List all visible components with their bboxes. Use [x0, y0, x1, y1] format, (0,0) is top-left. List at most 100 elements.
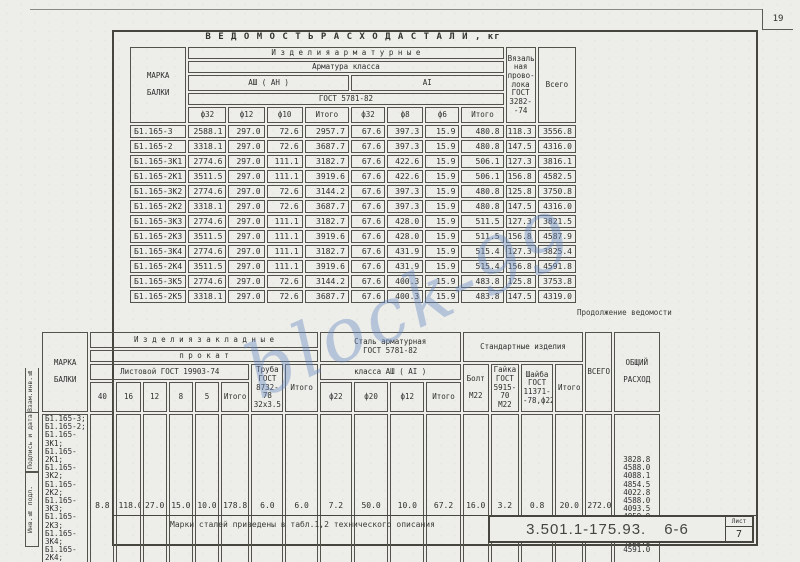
col-header-beam-mark: МАРКА БАЛКИ — [130, 47, 187, 123]
value-cell: 111.1 — [266, 170, 303, 183]
col-header-total: Всего — [537, 47, 576, 123]
value-cell: 428.0 — [387, 230, 424, 243]
value-cell: 127.3 — [505, 155, 536, 168]
value-cell: 67.6 — [350, 200, 386, 213]
beam-row: Б1.165-3К1 2774.6 297.0 111.1 3182.7 67.6 422.… — [130, 155, 576, 168]
pipe-header: Труба ГОСТ 8732-78 32x3.5 — [251, 364, 284, 412]
value-cell: 272.0 — [585, 414, 612, 562]
value-cell: 4582.5 — [537, 170, 576, 183]
value-cell: 3.2 — [490, 414, 519, 562]
value-cell: 506.1 — [461, 170, 504, 183]
value-cell: 3556.8 — [537, 125, 576, 138]
value-cell: 125.8 — [505, 185, 536, 198]
col-header-t12: 12 — [142, 382, 167, 412]
rolled-total-header: Итого — [285, 364, 318, 412]
value-cell: 2588.1 — [188, 125, 227, 138]
bottom-rule — [112, 515, 756, 516]
beam-row: Б1.165-2К3 3511.5 297.0 111.1 3919.6 67.6 428.… — [130, 230, 576, 243]
value-cell: 15.9 — [425, 290, 460, 303]
value-cell: 15.0 — [168, 414, 193, 562]
group-header-embedded: И з д е л и я з а к л а д н ы е — [90, 332, 318, 348]
value-cell: 156.8 — [505, 260, 536, 273]
value-cell: 3318.1 — [188, 290, 227, 303]
value-cell: 3511.5 — [188, 170, 227, 183]
title-block: 3.501.1-175.93. 6-6 Лист 7 — [488, 515, 754, 543]
gost-header: ГОСТ 5781-82 — [188, 93, 504, 105]
value-cell: 480.8 — [461, 185, 504, 198]
value-cell: 431.9 — [387, 260, 424, 273]
value-cell: 480.8 — [461, 140, 504, 153]
value-cell: 422.6 — [387, 170, 424, 183]
value-cell: 428.0 — [387, 215, 424, 228]
beam-row: Б1.165-3К5 2774.6 297.0 72.6 3144.2 67.6 400.3… — [130, 275, 576, 288]
value-cell: 397.3 — [387, 125, 424, 138]
beam-mark-cell: Б1.165-2К5 — [130, 290, 187, 303]
value-cell: 0.8 — [520, 414, 554, 562]
value-cell: 480.8 — [461, 200, 504, 213]
value-cell: 67.6 — [350, 140, 386, 153]
value-cell: 125.8 — [505, 275, 536, 288]
col-header-beam-mark-2: МАРКА БАЛКИ — [42, 332, 89, 412]
beam-mark-cell: Б1.165-2К3 — [130, 230, 187, 243]
col-header-d10: ф10 — [266, 107, 303, 123]
value-cell: 3318.1 — [188, 140, 227, 153]
value-cell: 3687.7 — [304, 200, 349, 213]
value-cell: 15.9 — [425, 170, 460, 183]
value-cell: 3144.2 — [304, 275, 349, 288]
col-header-grand-total: ОБЩИЙ РАСХОД — [613, 332, 660, 412]
value-cell: 15.9 — [425, 230, 460, 243]
embedded-items-row: Б1.165-3; Б1.165-2; Б1.165-3К1; Б1.165-2… — [42, 414, 660, 562]
value-cell: 111.1 — [266, 230, 303, 243]
value-cell: 118.3 — [505, 125, 536, 138]
value-cell: 2774.6 — [188, 155, 227, 168]
value-cell: 156.8 — [505, 170, 536, 183]
value-cell: 118.0 — [116, 414, 141, 562]
value-cell: 15.9 — [425, 185, 460, 198]
stamp-field-inv: Инв.№ подл. — [25, 472, 39, 547]
value-cell: 3687.7 — [304, 290, 349, 303]
value-cell: 15.9 — [425, 245, 460, 258]
stamp-sidebar: Взам.инв.№ Подпись и дата Инв.№ подл. — [25, 368, 39, 547]
value-cell: 2957.7 — [304, 125, 349, 138]
beam-mark-cell: Б1.165-2 — [130, 140, 187, 153]
col-header-subtotal-a3: Итого — [304, 107, 349, 123]
col-header-d6: ф6 — [425, 107, 460, 123]
value-cell: 67.6 — [350, 275, 386, 288]
value-cell: 16.0 — [462, 414, 489, 562]
value-cell: 67.6 — [350, 215, 386, 228]
beam-mark-cell: Б1.165-3К3 — [130, 215, 187, 228]
value-cell: 111.1 — [266, 260, 303, 273]
value-cell: 3687.7 — [304, 140, 349, 153]
beam-mark-cell: Б1.165-3К1 — [130, 155, 187, 168]
value-cell: 10.0 — [390, 414, 425, 562]
value-cell: 297.0 — [228, 215, 265, 228]
beam-row: Б1.165-2К4 3511.5 297.0 111.1 3919.6 67.6 431.… — [130, 260, 576, 273]
beam-mark-cell: Б1.165-3К5 — [130, 275, 187, 288]
rebar-class-header: класса АШ ( АI ) — [319, 364, 461, 380]
group-header-fittings: И з д е л и я а р м а т у р н ы е — [188, 47, 504, 59]
value-cell: 72.6 — [266, 290, 303, 303]
value-cell: 111.1 — [266, 245, 303, 258]
beam-row: Б1.165-3К3 2774.6 297.0 111.1 3182.7 67.6 428.… — [130, 215, 576, 228]
value-cell: 3753.8 — [537, 275, 576, 288]
value-cell: 3182.7 — [304, 215, 349, 228]
outer-top-rule — [30, 9, 763, 10]
value-cell: 111.1 — [266, 155, 303, 168]
sheet-label: Лист — [726, 517, 752, 527]
continuation-note: Продолжение ведомости — [577, 308, 672, 317]
bolt-header: Болт М22 — [462, 364, 489, 412]
value-cell: 2774.6 — [188, 185, 227, 198]
value-cell: 297.0 — [228, 290, 265, 303]
value-cell: 111.1 — [266, 215, 303, 228]
value-cell: 483.8 — [461, 275, 504, 288]
value-cell: 483.8 — [461, 290, 504, 303]
value-cell: 3318.1 — [188, 200, 227, 213]
value-cell: 3919.6 — [304, 170, 349, 183]
standard-items-header: Стандартные изделия — [462, 332, 584, 362]
value-cell: 72.6 — [266, 140, 303, 153]
subheader-rebar-class: Арматура класса — [188, 61, 504, 73]
beam-row: Б1.165-2 3318.1 297.0 72.6 3687.7 67.6 397.3 15… — [130, 140, 576, 153]
value-cell: 2774.6 — [188, 275, 227, 288]
value-cell: 431.9 — [387, 245, 424, 258]
value-cell: 3511.5 — [188, 230, 227, 243]
